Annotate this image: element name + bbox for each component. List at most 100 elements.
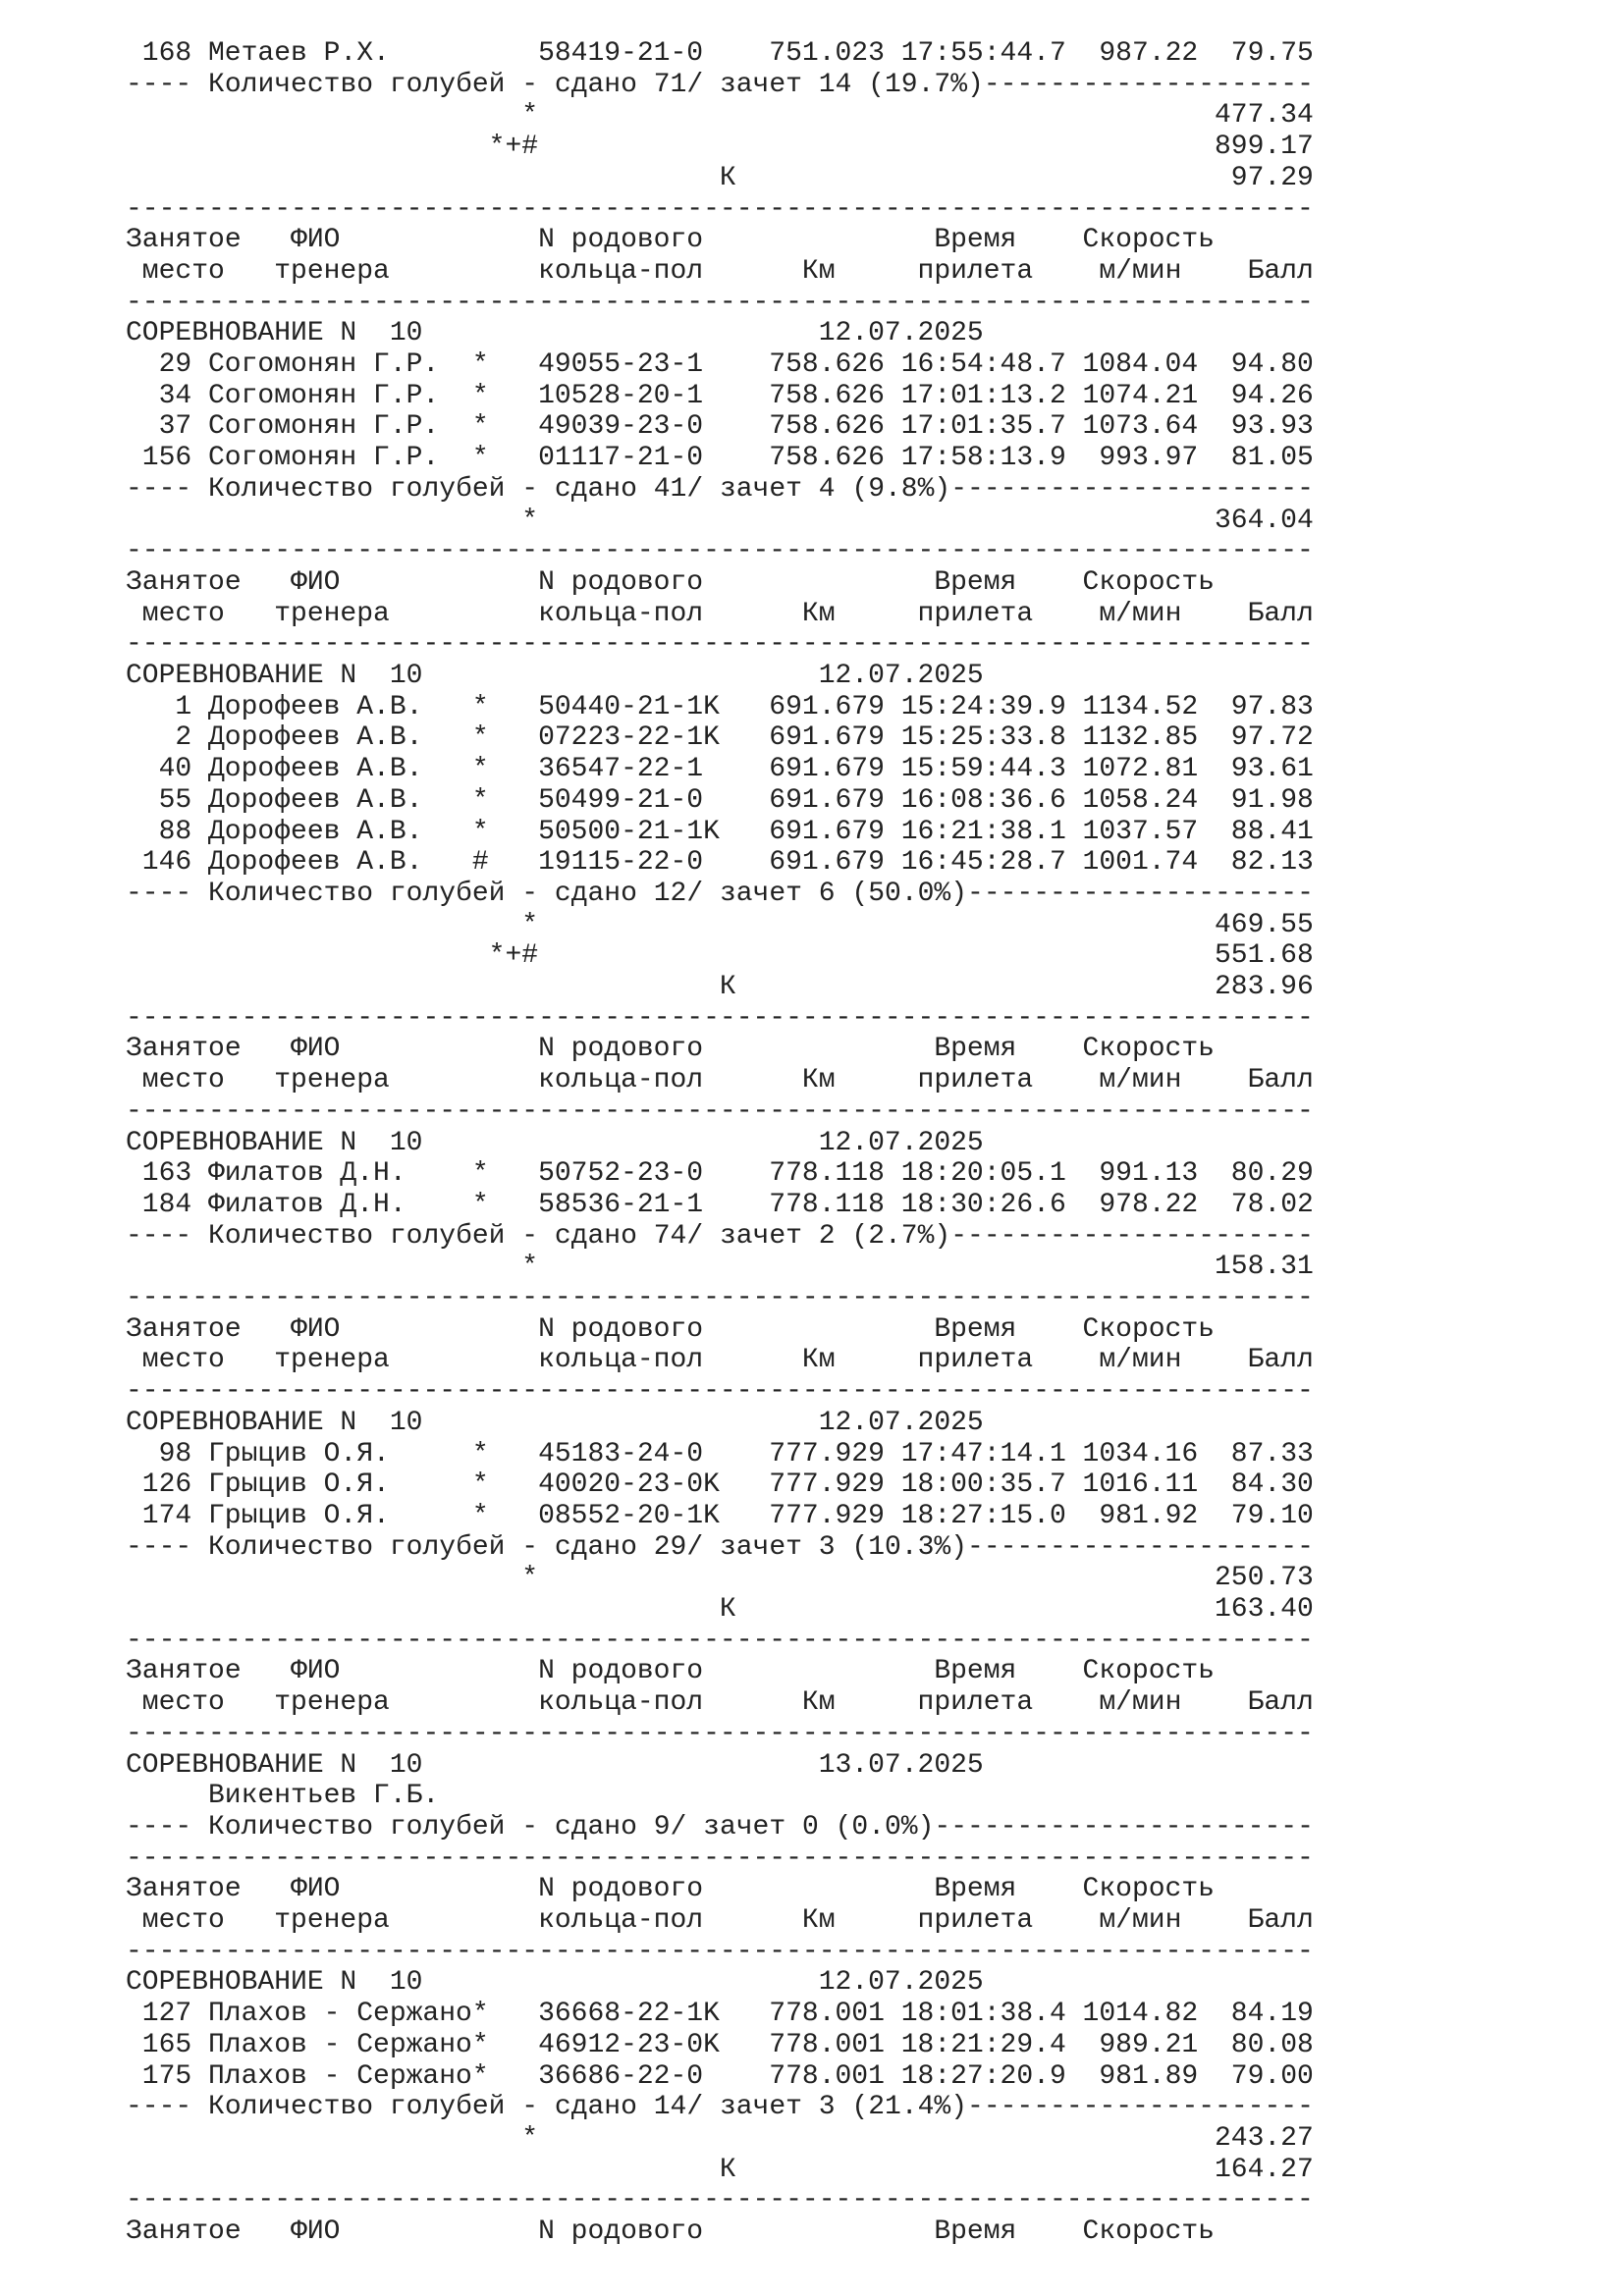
total-mark: * (521, 1563, 539, 1594)
arrival-time: 16:08:36.6 (900, 784, 1066, 816)
header-place-sub: место (141, 598, 225, 629)
header-points: Балл (1247, 1687, 1314, 1719)
total-line: К 97.29 (126, 163, 1324, 194)
ring-number: 46912-23-0K (538, 2029, 720, 2060)
trainer-name: Грыцив О.Я. (208, 1469, 390, 1501)
ring-number: 49055-23-1 (538, 349, 704, 380)
ring-number: 36668-22-1K (538, 1999, 720, 2030)
ring-number: 50499-21-0 (538, 784, 704, 816)
total-line: * 158.31 (126, 1252, 1324, 1283)
header-name-sub: тренера (274, 1345, 390, 1376)
competition-label: СОРЕВНОВАНИЕ N (126, 1407, 357, 1438)
total-mark: * (521, 1252, 539, 1283)
place: 175 (141, 2060, 192, 2092)
header-time-sub: прилета (917, 1065, 1034, 1096)
header-name-sub: тренера (274, 598, 390, 629)
summary-label: Количество голубей - сдано (208, 2092, 637, 2123)
distance-km: 691.679 (769, 691, 885, 722)
arrival-time: 18:01:38.4 (900, 1999, 1066, 2030)
divider-dashes: ----------------------------------------… (126, 1002, 1314, 1034)
header-ring: N родового (538, 1034, 704, 1065)
points: 79.10 (1230, 1500, 1314, 1531)
result-row: 2 Дорофеев А.В. * 07223-22-1K 691.679 15:25:3… (126, 722, 1324, 754)
ring-number: 58536-21-1 (538, 1189, 704, 1220)
summary-punct: ---- (126, 473, 192, 505)
divider: ----------------------------------------… (126, 536, 1324, 567)
summary-punct: ) (967, 69, 984, 100)
header-speed: Скорость (1082, 2216, 1215, 2247)
total-value: 477.34 (1214, 100, 1314, 132)
place: 55 (158, 784, 192, 816)
flag-mark: * (471, 1999, 489, 2030)
header-name: ФИО (291, 566, 341, 598)
arrival-time: 17:55:44.7 (900, 38, 1066, 69)
summary-label: Количество голубей - сдано (208, 1220, 637, 1252)
column-header-row: место тренера кольца-пол Км прилета м/мин Балл (126, 1905, 1324, 1937)
summary-punct: ( (835, 2092, 869, 2123)
distance-km: 777.929 (769, 1438, 885, 1469)
distance-km: 691.679 (769, 722, 885, 754)
ring-number: 50752-23-0 (538, 1158, 704, 1190)
arrival-time: 16:45:28.7 (900, 847, 1066, 879)
flag-mark: * (471, 2060, 489, 2092)
trainer-name: Дорофеев А.В. (208, 722, 423, 754)
trainer-name: Плахов - Сержано (208, 1999, 472, 2030)
summary-punct: ( (835, 473, 869, 505)
competition-label: СОРЕВНОВАНИЕ N (126, 1749, 357, 1781)
summary-punct (191, 1221, 208, 1252)
header-place-sub: место (141, 1345, 225, 1376)
points: 84.19 (1230, 1999, 1314, 2030)
trainer-name: Согомонян Г.Р. (208, 443, 440, 474)
header-place: Занятое (126, 225, 242, 256)
ring-number: 36547-22-1 (538, 754, 704, 785)
total-mark: К (719, 972, 736, 1002)
points: 81.05 (1230, 443, 1314, 474)
points: 93.61 (1230, 754, 1314, 785)
competition-line: СОРЕВНОВАНИЕ N 10 12.07.2025 (126, 318, 1324, 349)
percent: 19.7% (884, 69, 967, 100)
place: 163 (141, 1158, 192, 1190)
summary-punct (785, 1812, 802, 1842)
header-name: ФИО (291, 1313, 341, 1345)
header-km: Км (801, 1905, 836, 1936)
place: 29 (158, 349, 192, 380)
trainer-name: Дорофеев А.В. (208, 847, 423, 879)
total-line: *+# 899.17 (126, 132, 1324, 163)
divider: ----------------------------------------… (126, 1843, 1324, 1875)
header-name: ФИО (291, 1874, 341, 1905)
summary-punct (191, 1812, 208, 1842)
submitted: 29 (653, 1531, 687, 1563)
summary-punct: ( (835, 1531, 869, 1563)
trainer-name: Грыцив О.Я. (208, 1500, 390, 1531)
header-speed: Скорость (1082, 1874, 1215, 1905)
header-speed-sub: м/мин (1099, 1065, 1182, 1096)
summary-punct: ( (818, 1811, 852, 1842)
total-value: 97.29 (1230, 162, 1314, 193)
result-row: 1 Дорофеев А.В. * 50440-21-1K 691.679 15:24:3… (126, 692, 1324, 723)
divider-dashes: ----------------------------------------… (126, 1095, 1314, 1127)
summary-dashes: ---------------------- (950, 1220, 1314, 1252)
total-value: 469.55 (1214, 909, 1314, 940)
header-time: Время (934, 1034, 1017, 1065)
percent: 9.8% (868, 473, 935, 505)
arrival-time: 18:27:15.0 (900, 1500, 1066, 1531)
header-speed: Скорость (1082, 566, 1215, 598)
distance-km: 691.679 (769, 754, 885, 785)
header-time-sub: прилета (917, 598, 1034, 629)
header-time-sub: прилета (917, 1905, 1034, 1936)
header-time: Время (934, 2216, 1017, 2247)
total-line: * 477.34 (126, 100, 1324, 132)
result-row: 88 Дорофеев А.В. * 50500-21-1K 691.679 16:21:… (126, 817, 1324, 848)
header-place: Занятое (126, 1656, 242, 1687)
ring-number: 45183-24-0 (538, 1438, 704, 1469)
competition-line: СОРЕВНОВАНИЕ N 10 12.07.2025 (126, 661, 1324, 692)
divider: ----------------------------------------… (126, 1283, 1324, 1314)
header-place-sub: место (141, 1065, 225, 1096)
header-km: Км (801, 255, 836, 287)
header-speed: Скорость (1082, 1034, 1215, 1065)
credit-label: зачет (719, 473, 802, 505)
credit-label: зачет (719, 1220, 802, 1252)
arrival-time: 18:27:20.9 (900, 2060, 1066, 2092)
summary-line: ---- Количество голубей - сдано 14/ заче… (126, 2092, 1324, 2123)
credited: 2 (818, 1220, 836, 1252)
